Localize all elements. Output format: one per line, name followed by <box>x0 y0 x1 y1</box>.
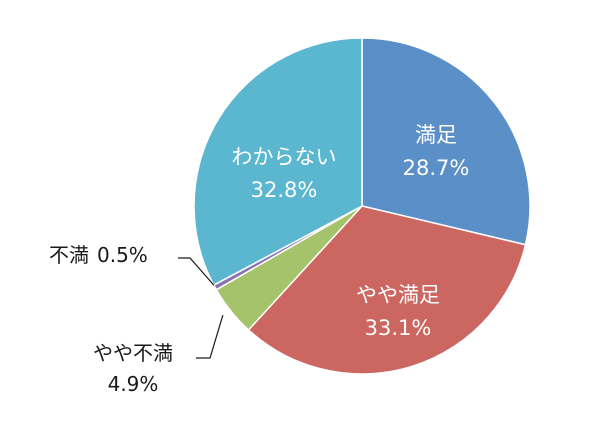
pie-slice-unknown <box>193 37 363 286</box>
leader-line-somewhat-dissatisfied <box>196 314 224 359</box>
slice-value-somewhat-dissatisfied: 4.9% <box>108 372 159 396</box>
slice-label-somewhat-satisfied: やや満足 <box>356 283 440 307</box>
slice-value-somewhat-satisfied: 33.1% <box>365 316 432 340</box>
leader-line-dissatisfied <box>178 257 215 286</box>
slice-value-unknown: 32.8% <box>251 178 318 202</box>
pie-slice-satisfied <box>361 37 531 246</box>
pie-slices <box>193 37 531 375</box>
leader-lines <box>178 257 224 359</box>
slice-label-somewhat-dissatisfied: やや不満 <box>93 341 173 365</box>
slice-value-dissatisfied: 0.5% <box>97 243 148 267</box>
slice-label-dissatisfied-name: 不満 <box>49 243 89 267</box>
slice-label-satisfied: 満足 <box>415 123 457 147</box>
slice-value-satisfied: 28.7% <box>403 156 470 180</box>
slice-label-unknown: わからない <box>232 145 337 169</box>
pie-slice-somewhat-satisfied <box>247 205 527 375</box>
slice-label-dissatisfied: 不満 0.5% <box>49 243 148 267</box>
slice-labels: 満足 28.7% やや満足 33.1% わからない 32.8% 不満 0.5% や… <box>49 123 469 396</box>
